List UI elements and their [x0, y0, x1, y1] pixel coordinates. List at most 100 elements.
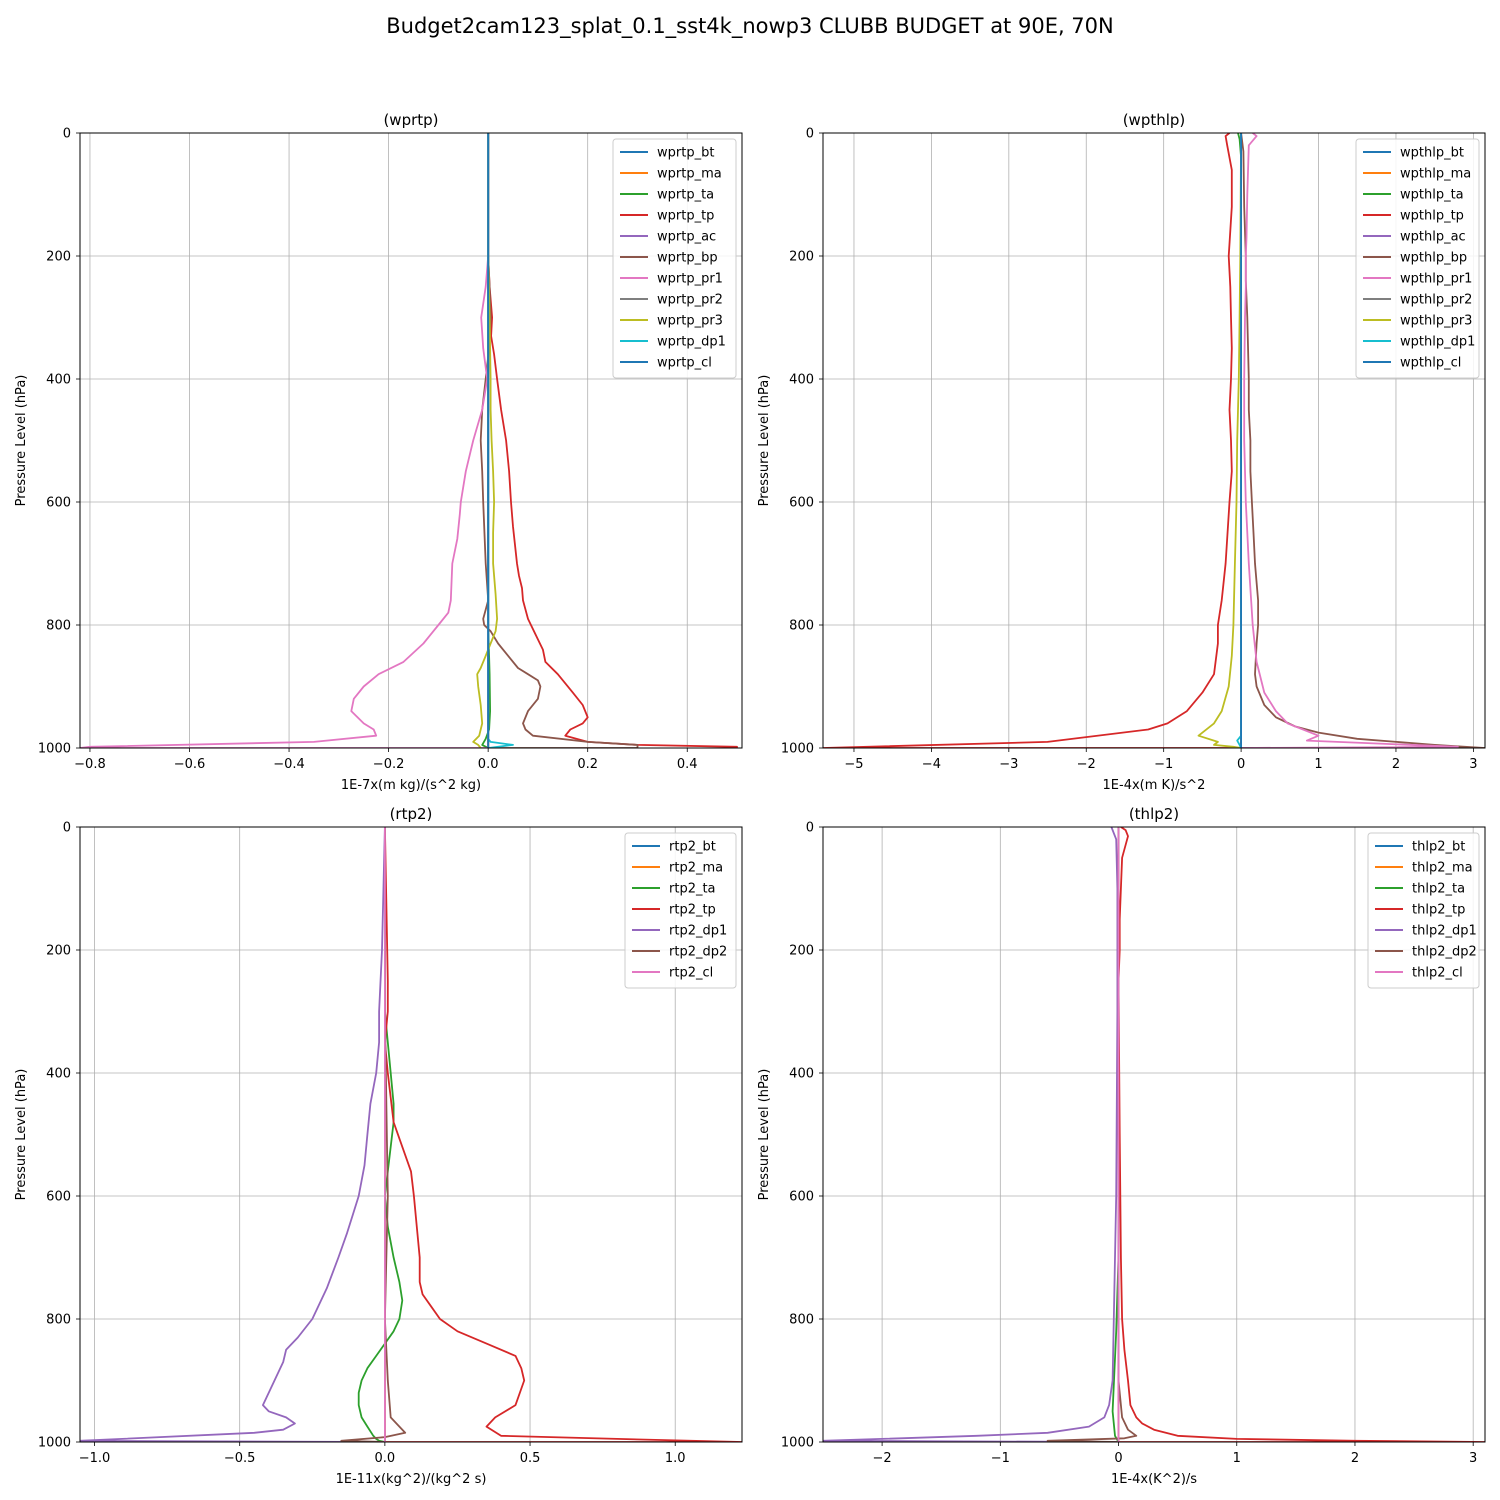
legend-label: wprtp_tp	[657, 209, 714, 224]
legend-label: wprtp_bt	[657, 146, 714, 161]
legend-label: rtp2_cl	[669, 966, 713, 981]
legend-label: wprtp_cl	[657, 356, 712, 371]
y-tick-label: 1000	[38, 742, 71, 757]
y-tick-label: 200	[789, 250, 814, 265]
y-tick-label: 200	[46, 944, 71, 959]
legend-label: rtp2_ta	[669, 882, 716, 897]
legend-label: rtp2_bt	[669, 840, 716, 855]
x-tick-label: 3	[1469, 1451, 1477, 1466]
y-tick-label: 0	[806, 127, 814, 142]
y-tick-label: 0	[63, 821, 71, 836]
legend-label: rtp2_tp	[669, 903, 716, 918]
legend-label: wpthlp_pr3	[1400, 314, 1472, 329]
legend-label: wpthlp_ma	[1400, 167, 1471, 182]
x-tick-label: 0.4	[677, 757, 698, 772]
chart-title: (wprtp)	[383, 111, 438, 129]
series-line-wprtp_pr3	[472, 133, 499, 748]
legend-box	[1367, 832, 1480, 989]
legend-label: thlp2_ma	[1412, 861, 1473, 876]
legend-label: wprtp_ma	[657, 167, 722, 182]
legend-label: wprtp_bp	[657, 251, 718, 266]
legend-label: wprtp_pr3	[657, 314, 723, 329]
legend-label: wpthlp_ta	[1400, 188, 1464, 203]
legend: wprtp_bt wprtp_ma wprtp_ta wprtp_tp wprtp_ac…	[612, 138, 737, 379]
plot-frame	[79, 132, 743, 749]
y-tick-label: 400	[46, 1067, 71, 1082]
x-tick-label: 0	[1237, 757, 1245, 772]
legend-label: thlp2_tp	[1412, 903, 1465, 918]
x-tick-label: −1	[991, 1451, 1010, 1466]
legend-label: rtp2_ma	[669, 861, 723, 876]
y-axis-label: Pressure Level (hPa)	[757, 375, 772, 507]
x-tick-label: 0	[1114, 1451, 1122, 1466]
x-axis-label: 1E-4x(K^2)/s	[1111, 1472, 1197, 1487]
plot-frame	[822, 132, 1486, 749]
legend-label: thlp2_cl	[1412, 966, 1463, 981]
chart-title: (thlp2)	[1129, 805, 1179, 823]
y-tick-label: 600	[789, 1190, 814, 1205]
y-tick-label: 800	[789, 1313, 814, 1328]
legend-label: wpthlp_cl	[1400, 356, 1461, 371]
series-line-rtp2_ta	[357, 827, 404, 1442]
x-tick-label: −0.5	[224, 1451, 256, 1466]
legend: rtp2_bt rtp2_ma rtp2_ta rtp2_tp rtp2_dp1 rtp2…	[624, 832, 737, 989]
y-tick-label: 200	[789, 944, 814, 959]
chart-panel-4: −2 −1 0 1 2 3 0 200 400 600 800 1000 (thlp2) 1E-4x(K^…	[757, 805, 1486, 1487]
legend-label: wpthlp_tp	[1400, 209, 1464, 224]
legend-label: thlp2_dp2	[1412, 945, 1477, 960]
x-tick-label: 2	[1351, 1451, 1359, 1466]
legend-label: wprtp_ac	[657, 230, 716, 245]
x-tick-label: −0.6	[174, 757, 206, 772]
chart-panel-1: −0.8 −0.6 −0.4 −0.2 0.0 0.2 0.4 0 200 400 600 800 10…	[14, 111, 743, 793]
x-tick-label: −2	[873, 1451, 892, 1466]
x-tick-label: −0.4	[273, 757, 305, 772]
y-axis-label: Pressure Level (hPa)	[14, 1069, 29, 1201]
y-tick-label: 200	[46, 250, 71, 265]
y-axis-label: Pressure Level (hPa)	[14, 375, 29, 507]
legend-label: wpthlp_dp1	[1400, 335, 1475, 350]
legend-label: wpthlp_pr1	[1400, 272, 1472, 287]
y-tick-label: 400	[789, 373, 814, 388]
legend-label: thlp2_dp1	[1412, 924, 1477, 939]
legend-label: thlp2_bt	[1412, 840, 1465, 855]
x-tick-label: 0.0	[375, 1451, 396, 1466]
figure-title: Budget2cam123_splat_0.1_sst4k_nowp3 CLUB…	[386, 14, 1114, 38]
series-line-wpthlp_pr1	[1241, 133, 1459, 748]
series-line-wpthlp_pr3	[1197, 133, 1242, 748]
legend-label: wprtp_ta	[657, 188, 714, 203]
y-tick-label: 1000	[781, 742, 814, 757]
legend-label: rtp2_dp2	[669, 945, 727, 960]
legend-label: wpthlp_bt	[1400, 146, 1464, 161]
series-line-rtp2_dp2	[340, 827, 407, 1442]
legend: thlp2_bt thlp2_ma thlp2_ta thlp2_tp thlp2_dp…	[1367, 832, 1480, 989]
series-line-wprtp_pr1	[80, 133, 490, 748]
x-tick-label: −1	[1154, 757, 1173, 772]
y-tick-label: 400	[789, 1067, 814, 1082]
y-tick-label: 800	[46, 1313, 71, 1328]
series-line-wpthlp_tp	[823, 133, 1242, 748]
y-tick-label: 600	[789, 496, 814, 511]
x-tick-label: 1	[1233, 1451, 1241, 1466]
plot-frame	[822, 826, 1486, 1443]
legend-label: wprtp_dp1	[657, 335, 726, 350]
x-tick-label: −1.0	[79, 1451, 111, 1466]
legend: wpthlp_bt wpthlp_ma wpthlp_ta wpthlp_tpwpth…	[1355, 138, 1480, 379]
series-line-rtp2_tp	[383, 827, 742, 1442]
legend-label: thlp2_ta	[1412, 882, 1465, 897]
y-tick-label: 800	[46, 619, 71, 634]
series-line-thlp2_tp	[1117, 827, 1485, 1442]
series-line-rtp2_dp1	[80, 827, 386, 1442]
x-tick-label: −4	[922, 757, 941, 772]
chart-panel-2: −5 −4 −3 −2 −1 0 1 2 3 0 200 400 600 800 1000 (wpthlp) 1…	[757, 111, 1486, 793]
y-tick-label: 1000	[781, 1436, 814, 1451]
x-tick-label: 0.5	[520, 1451, 541, 1466]
x-tick-label: −0.8	[74, 757, 106, 772]
y-tick-label: 400	[46, 373, 71, 388]
plot-frame	[79, 826, 743, 1443]
x-axis-label: 1E-4x(m K)/s^2	[1103, 778, 1206, 793]
legend-label: wpthlp_bp	[1400, 251, 1467, 266]
x-tick-label: −3	[999, 757, 1018, 772]
y-tick-label: 1000	[38, 1436, 71, 1451]
x-tick-label: 0.2	[577, 757, 598, 772]
legend-box	[1355, 138, 1480, 379]
